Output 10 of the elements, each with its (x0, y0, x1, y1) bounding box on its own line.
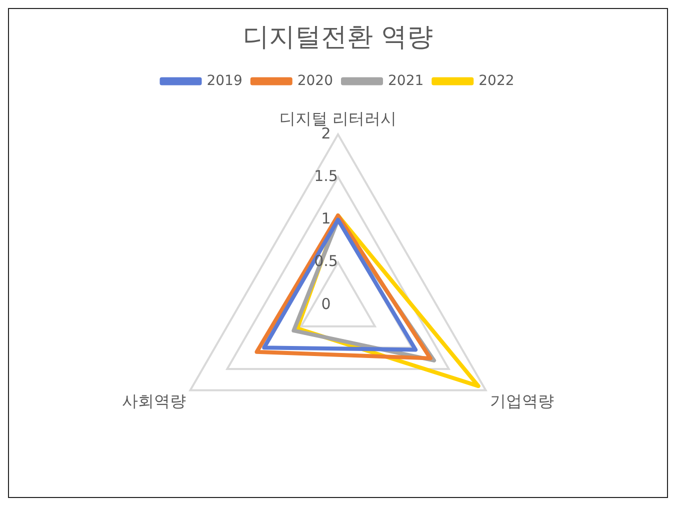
y-tick-label: 1.5 (314, 166, 338, 185)
y-tick-label: 1 (321, 210, 331, 228)
legend-label: 2021 (388, 72, 424, 89)
legend-label: 2020 (297, 72, 334, 89)
spoke-label: 사회역량 (122, 392, 186, 411)
spoke-label: 기업역량 (490, 392, 554, 411)
y-tick-label: 0 (321, 294, 331, 313)
legend-label: 2022 (478, 72, 514, 89)
legend-label: 2019 (206, 72, 242, 89)
chart-title: 디지털전환 역량 (242, 22, 434, 52)
